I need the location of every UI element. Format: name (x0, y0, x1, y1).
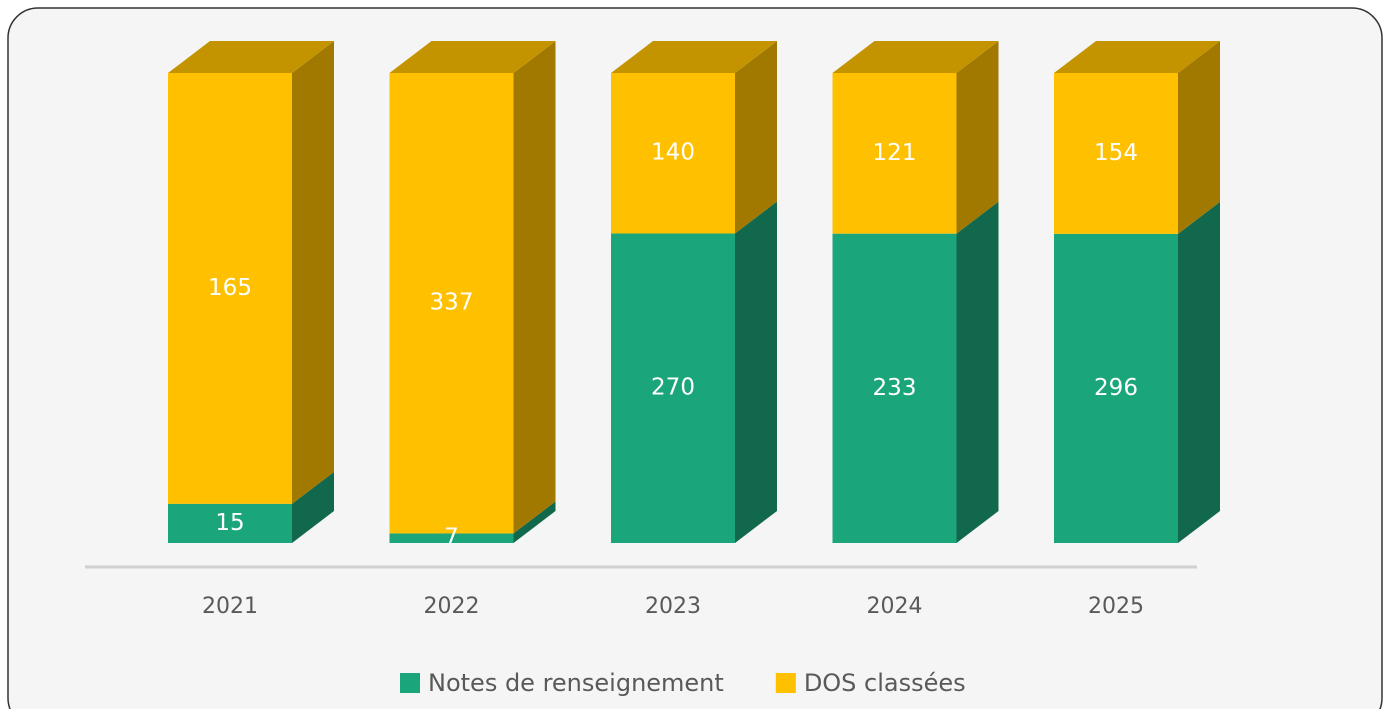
bar-top (1054, 41, 1220, 73)
bar-top (168, 41, 334, 73)
value-label: 7 (444, 525, 459, 551)
bar (389, 533, 514, 543)
bar-side (1178, 201, 1220, 543)
bar (168, 73, 292, 504)
bar-top (832, 41, 999, 73)
value-label: 140 (651, 140, 695, 166)
bar-side (956, 41, 999, 234)
bar-side (735, 201, 777, 544)
bar-side (735, 41, 777, 234)
value-label: 165 (208, 275, 252, 301)
legend-label: DOS classées (804, 669, 966, 697)
value-label: 233 (873, 375, 917, 401)
bar-side (956, 201, 999, 543)
bar-top (389, 41, 556, 73)
bar (832, 233, 957, 543)
bar (389, 73, 514, 534)
bar-side (1178, 41, 1220, 234)
bar (611, 73, 735, 234)
legend-swatch (775, 673, 796, 693)
legend-swatch (400, 673, 420, 693)
value-label: 337 (430, 290, 474, 316)
x-tick-label: 2025 (1088, 594, 1144, 619)
value-label: 154 (1094, 140, 1138, 166)
bar-side (513, 41, 556, 534)
bar (168, 503, 292, 543)
x-tick-label: 2024 (867, 594, 923, 619)
bar (611, 233, 735, 544)
value-label: 121 (873, 140, 917, 166)
bar-side (513, 501, 556, 543)
value-label: 270 (651, 375, 695, 401)
x-tick-label: 2021 (202, 594, 258, 619)
bar (832, 73, 957, 234)
bar (1054, 73, 1178, 234)
value-label: 296 (1094, 375, 1138, 401)
x-tick-label: 2023 (645, 594, 701, 619)
bar (1054, 233, 1178, 543)
value-label: 15 (215, 510, 244, 536)
bar-side (292, 471, 334, 543)
legend-label: Notes de renseignement (428, 669, 724, 697)
x-tick-label: 2022 (424, 594, 480, 619)
bar-top (611, 41, 777, 73)
bar-side (292, 41, 334, 504)
